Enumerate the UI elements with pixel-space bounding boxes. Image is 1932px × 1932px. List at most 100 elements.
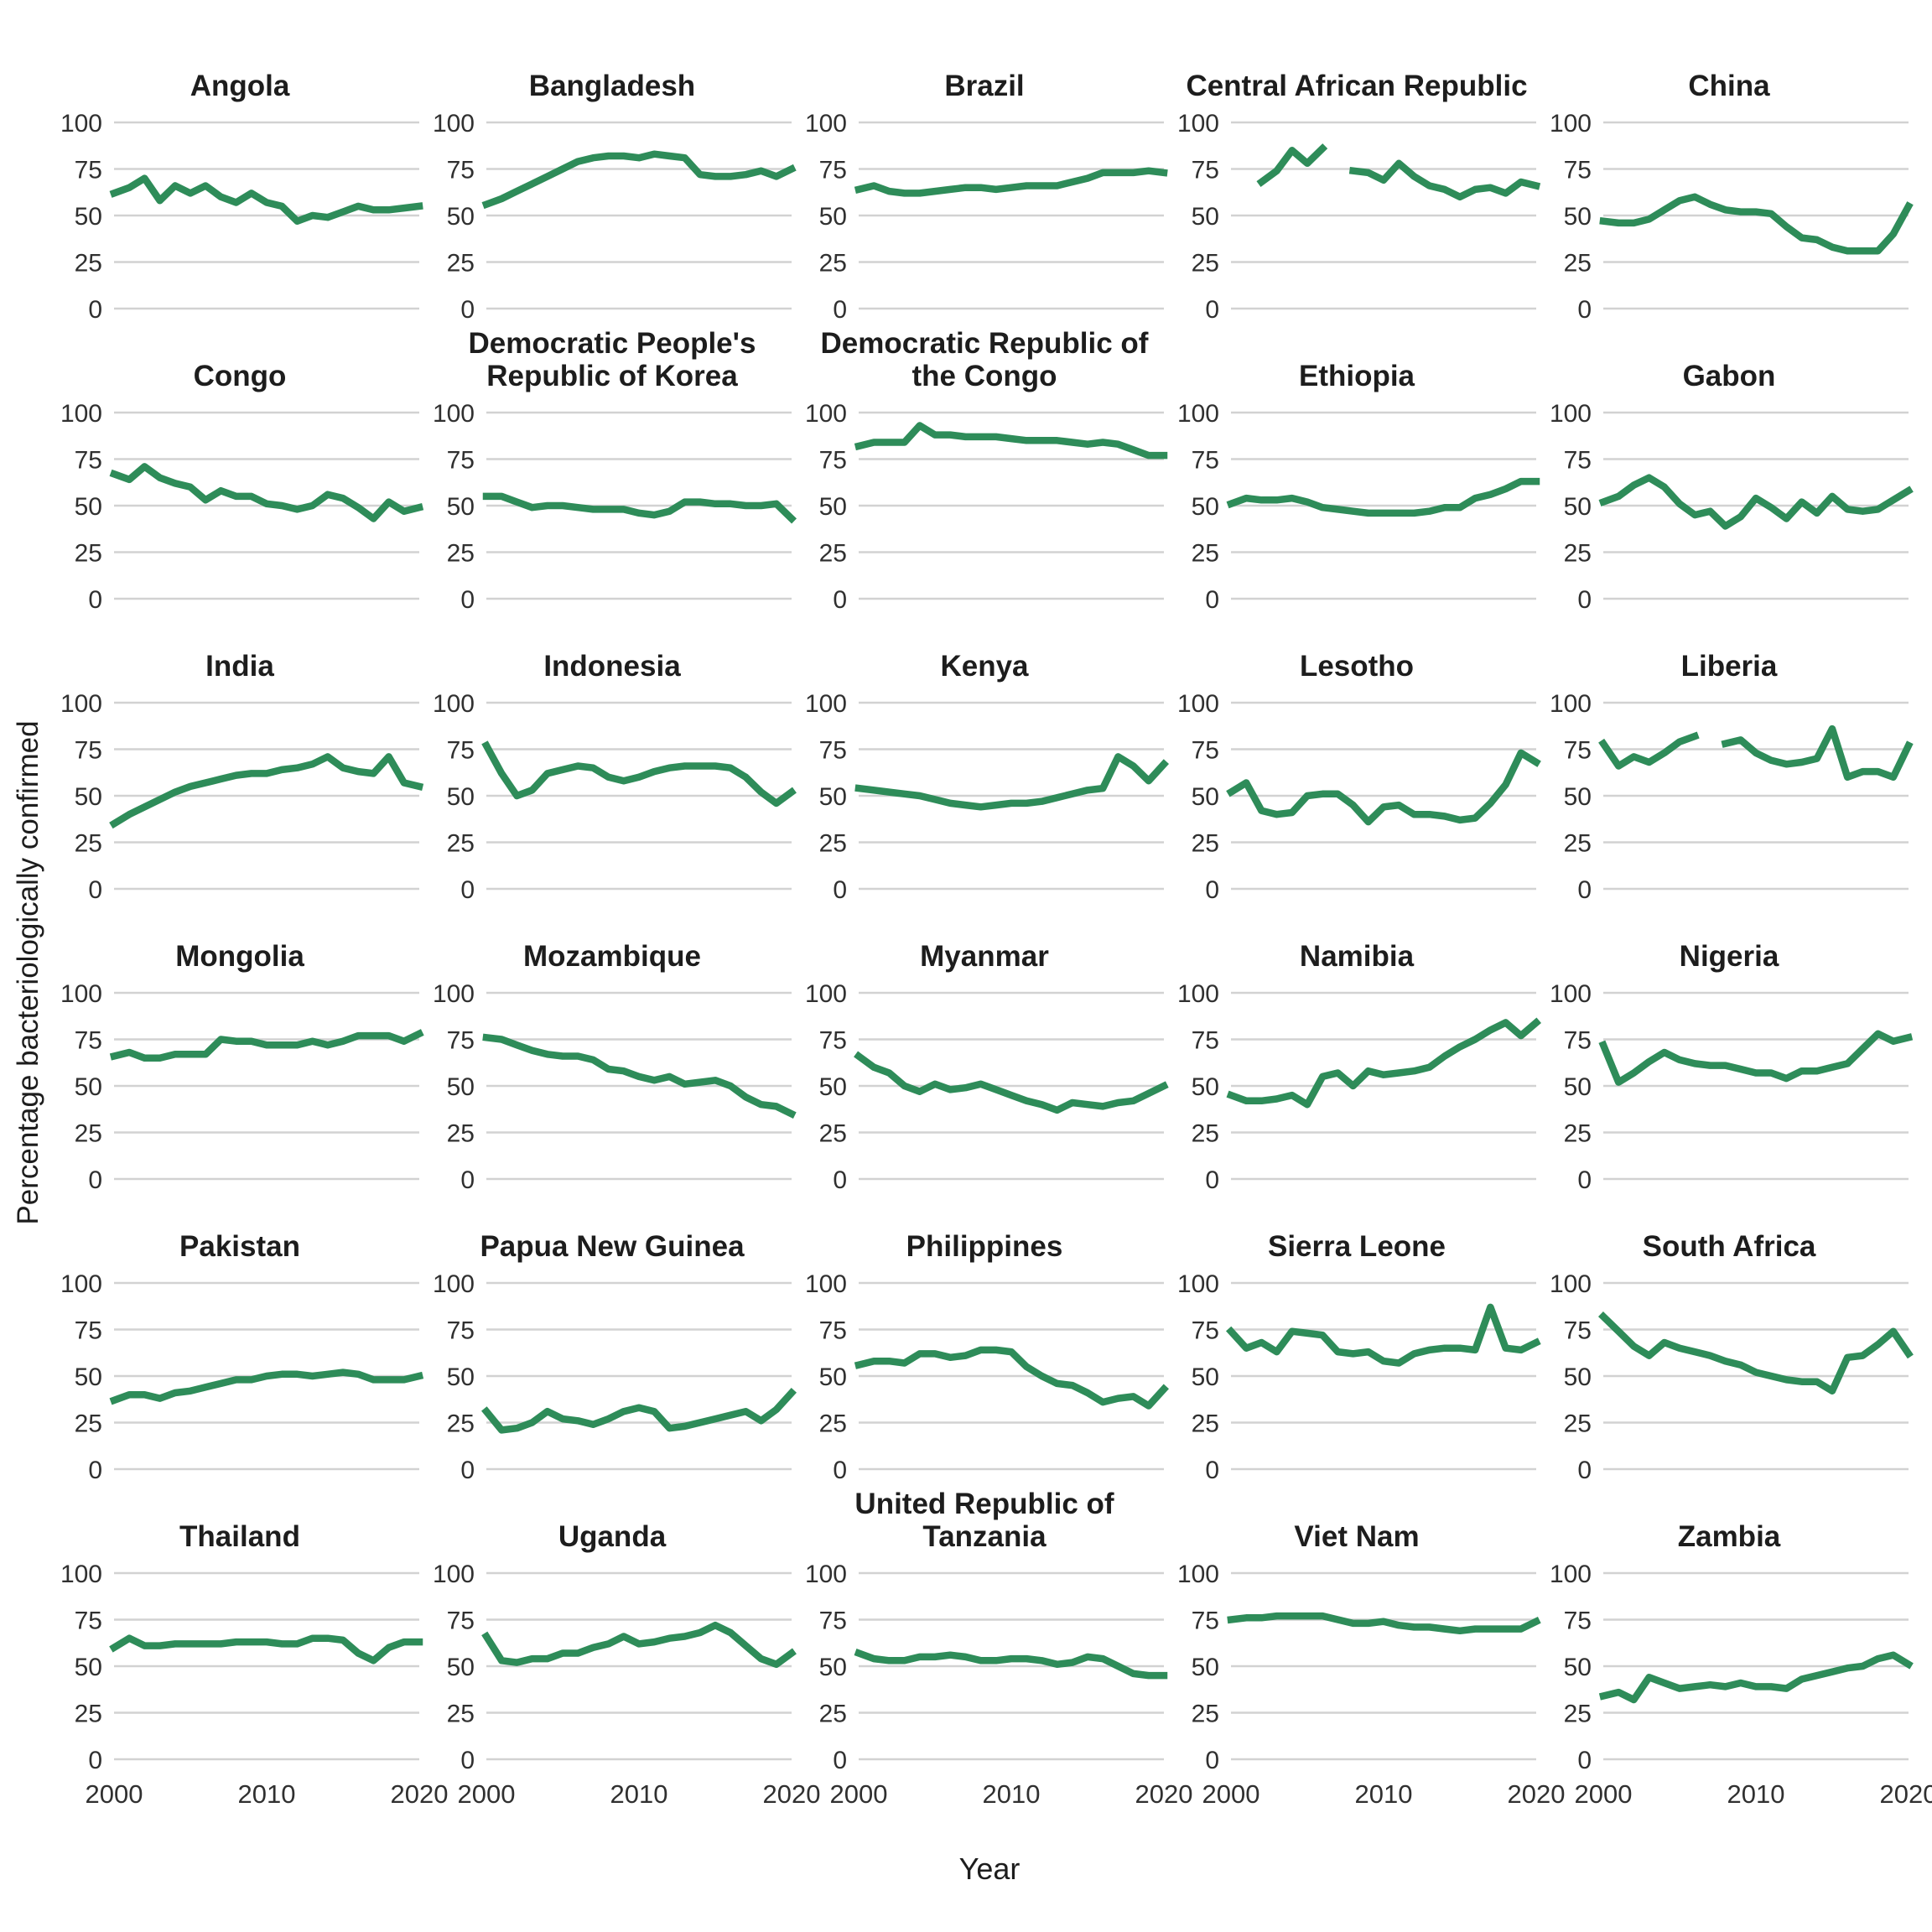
y-tick-label: 50 bbox=[75, 493, 102, 521]
data-line bbox=[109, 753, 424, 829]
y-tick-label: 0 bbox=[460, 1166, 475, 1194]
facet-plot: 0 25 50 75 100 bbox=[1177, 110, 1541, 324]
facet-title: Pakistan bbox=[179, 1229, 300, 1263]
y-tick-label: 75 bbox=[1564, 157, 1592, 184]
facet-panel-viet-nam: Viet Nam 0 25 50 75 100 2000 2010 2020 bbox=[1171, 1479, 1566, 1815]
x-tick-label: 2020 bbox=[1135, 1779, 1193, 1809]
facet-plot: 0 25 50 75 100 bbox=[805, 110, 1168, 324]
data-line bbox=[854, 1649, 1168, 1680]
facet-plot: 0 25 50 75 100 bbox=[805, 400, 1168, 614]
y-tick-label: 25 bbox=[1564, 830, 1592, 858]
y-tick-label: 75 bbox=[1192, 1317, 1219, 1345]
y-tick-label: 25 bbox=[447, 1120, 475, 1148]
y-tick-label: 0 bbox=[833, 876, 847, 904]
y-tick-label: 50 bbox=[447, 1073, 475, 1101]
y-tick-label: 50 bbox=[1192, 783, 1219, 811]
y-tick-label: 100 bbox=[805, 400, 847, 428]
y-tick-label: 50 bbox=[1564, 1654, 1592, 1681]
y-tick-label: 0 bbox=[833, 1166, 847, 1194]
y-tick-label: 50 bbox=[1192, 1363, 1219, 1391]
y-tick-label: 0 bbox=[833, 1457, 847, 1484]
facet-title: Sierra Leone bbox=[1267, 1229, 1446, 1263]
y-tick-label: 50 bbox=[75, 783, 102, 811]
y-tick-label: 25 bbox=[819, 540, 847, 568]
y-tick-label: 75 bbox=[819, 1607, 847, 1635]
facet-plot: 0 25 50 75 100 2000 2010 2020 bbox=[433, 1561, 821, 1809]
y-tick-label: 75 bbox=[75, 157, 102, 184]
facet-plot: 0 25 50 75 100 bbox=[60, 980, 424, 1194]
y-tick-label: 25 bbox=[447, 1701, 475, 1728]
facet-panel-gabon: Gabon 0 25 50 75 100 bbox=[1543, 319, 1915, 614]
y-tick-label: 100 bbox=[1177, 690, 1219, 718]
y-tick-label: 25 bbox=[75, 1120, 102, 1148]
y-tick-label: 75 bbox=[1192, 737, 1219, 765]
y-tick-label: 75 bbox=[819, 1027, 847, 1055]
y-tick-label: 75 bbox=[819, 1317, 847, 1345]
facet-title: Myanmar bbox=[920, 939, 1049, 973]
y-tick-label: 25 bbox=[75, 250, 102, 278]
facet-panel-lesotho: Lesotho 0 25 50 75 100 bbox=[1171, 609, 1543, 904]
x-tick-label: 2010 bbox=[983, 1779, 1041, 1809]
y-tick-label: 50 bbox=[1564, 203, 1592, 231]
y-tick-label: 75 bbox=[1192, 157, 1219, 184]
facet-plot: 0 25 50 75 100 bbox=[1550, 400, 1914, 614]
facet-title: Democratic Republic of the Congo bbox=[820, 327, 1149, 392]
y-tick-label: 50 bbox=[1564, 783, 1592, 811]
y-tick-label: 100 bbox=[60, 690, 102, 718]
facet-title: Uganda bbox=[558, 1519, 667, 1553]
y-tick-label: 0 bbox=[88, 1166, 102, 1194]
facet-title: Gabon bbox=[1682, 359, 1776, 392]
y-tick-label: 25 bbox=[1192, 540, 1219, 568]
y-tick-label: 0 bbox=[1577, 1457, 1592, 1484]
y-tick-label: 100 bbox=[1550, 1270, 1592, 1298]
y-tick-label: 100 bbox=[805, 1270, 847, 1298]
facet-panel-mongolia: Mongolia 0 25 50 75 100 bbox=[54, 899, 426, 1194]
y-tick-label: 50 bbox=[1192, 1073, 1219, 1101]
y-tick-label: 50 bbox=[1564, 493, 1592, 521]
facet-panel-myanmar: Myanmar 0 25 50 75 100 bbox=[798, 899, 1171, 1194]
data-line bbox=[481, 150, 797, 210]
facet-plot: 0 25 50 75 100 2000 2010 2020 bbox=[805, 1561, 1193, 1809]
y-tick-label: 25 bbox=[447, 1410, 475, 1438]
y-tick-label: 75 bbox=[75, 1027, 102, 1055]
x-tick-label: 2010 bbox=[1355, 1779, 1413, 1809]
y-tick-label: 100 bbox=[805, 1561, 847, 1588]
y-tick-label: 100 bbox=[60, 110, 102, 138]
y-tick-label: 75 bbox=[819, 447, 847, 475]
x-tick-label: 2010 bbox=[610, 1779, 668, 1809]
y-tick-label: 75 bbox=[819, 157, 847, 184]
data-line bbox=[481, 1387, 797, 1434]
facet-plot: 0 25 50 75 100 bbox=[1550, 1270, 1914, 1484]
y-tick-label: 75 bbox=[1192, 1607, 1219, 1635]
facet-plot: 0 25 50 75 100 2000 2010 2020 bbox=[1550, 1561, 1932, 1809]
facet-plot: 0 25 50 75 100 bbox=[1177, 690, 1541, 904]
y-tick-label: 0 bbox=[1205, 876, 1219, 904]
y-tick-label: 100 bbox=[1550, 980, 1592, 1008]
y-tick-label: 0 bbox=[1205, 1457, 1219, 1484]
facet-plot: 0 25 50 75 100 bbox=[433, 980, 797, 1194]
facet-plot: 0 25 50 75 100 bbox=[433, 1270, 797, 1484]
facet-panel-zambia: Zambia 0 25 50 75 100 2000 2010 2020 bbox=[1543, 1479, 1932, 1815]
y-tick-label: 100 bbox=[1550, 400, 1592, 428]
facet-plot: 0 25 50 75 100 bbox=[433, 110, 797, 324]
y-tick-label: 25 bbox=[819, 1701, 847, 1728]
y-tick-label: 25 bbox=[1192, 250, 1219, 278]
facet-panel-angola: Angola 0 25 50 75 100 bbox=[54, 29, 426, 324]
facet-panel-papua-new-guinea: Papua New Guinea 0 25 50 75 100 bbox=[426, 1189, 798, 1484]
y-tick-label: 0 bbox=[88, 1457, 102, 1484]
facet-title: Brazil bbox=[944, 69, 1025, 102]
facet-panel-india: India 0 25 50 75 100 bbox=[54, 609, 426, 904]
y-tick-label: 75 bbox=[75, 447, 102, 475]
y-tick-label: 50 bbox=[447, 1363, 475, 1391]
y-tick-label: 75 bbox=[1564, 1607, 1592, 1635]
facet-title: Ethiopia bbox=[1298, 359, 1415, 392]
facet-title: Thailand bbox=[179, 1519, 300, 1553]
y-tick-label: 50 bbox=[447, 1654, 475, 1681]
facet-title: Angola bbox=[190, 69, 290, 102]
facet-title: Liberia bbox=[1680, 649, 1778, 683]
y-tick-label: 50 bbox=[447, 783, 475, 811]
y-tick-label: 0 bbox=[833, 296, 847, 324]
facet-grid: Angola 0 25 50 75 100 Bangladesh 0 25 50 75 100 Braz… bbox=[54, 29, 1932, 1815]
facet-panel-democratic-people-s-republic-of-korea: Democratic People's Republic of Korea 0 25… bbox=[426, 319, 798, 614]
facet-panel-indonesia: Indonesia 0 25 50 75 100 bbox=[426, 609, 798, 904]
